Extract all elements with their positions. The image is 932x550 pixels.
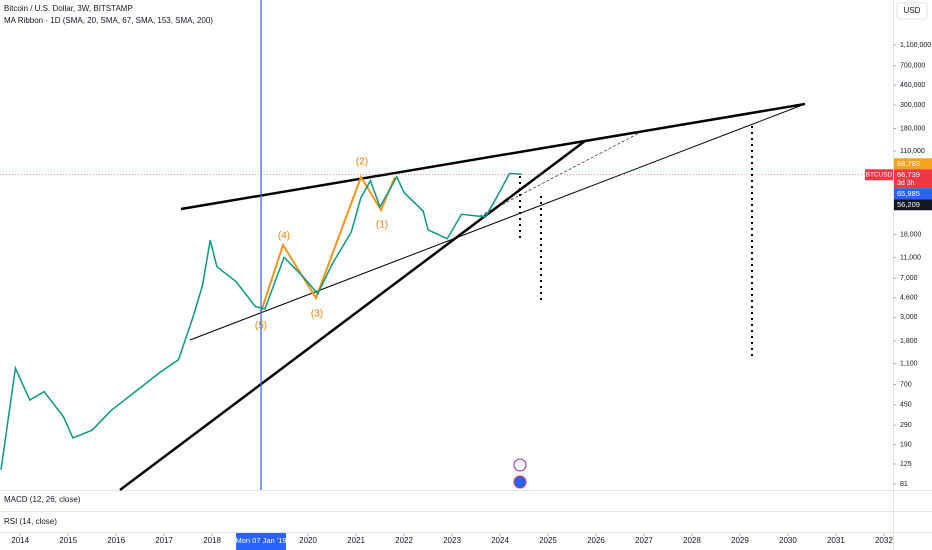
wave-label: (4) xyxy=(278,231,290,242)
x-tick-label: 2016 xyxy=(107,536,125,545)
y-tick-label: 190 xyxy=(900,442,912,449)
x-tick-label: 2029 xyxy=(731,536,749,545)
wave-label: (2) xyxy=(356,157,368,168)
symbol-label: BTCUSD xyxy=(866,171,893,178)
symbol-tag xyxy=(865,169,893,181)
y-tick-label: 300,000 xyxy=(900,102,925,109)
y-tick-label: 11,000 xyxy=(900,254,921,261)
trend-line xyxy=(180,139,586,211)
y-tick-label: 460,000 xyxy=(900,82,925,89)
y-tick-label: 3,000 xyxy=(900,314,918,321)
price-tag xyxy=(894,169,932,189)
price-tag-label: 66,739 xyxy=(897,170,920,179)
event-icon[interactable] xyxy=(513,458,527,472)
x-tick-label: 2023 xyxy=(443,536,461,545)
price-tag-label: 68,783 xyxy=(897,159,920,168)
y-tick-label: 700 xyxy=(900,381,912,388)
x-tick-label: 2028 xyxy=(683,536,701,545)
price-tag-label: 65,985 xyxy=(897,189,920,198)
x-tick-label: 2030 xyxy=(779,536,797,545)
x-tick-label: 2031 xyxy=(827,536,845,545)
x-tick-label: 2025 xyxy=(539,536,557,545)
y-tick-label: 18,000 xyxy=(900,232,922,239)
drawings: (2) (4) (1) (3) (5) xyxy=(119,102,806,491)
y-tick-label: 1,100,000 xyxy=(900,42,931,49)
chart-title: Bitcoin / U.S. Dollar, 3W, BITSTAMP xyxy=(4,4,133,13)
x-tick-label: 2032 xyxy=(875,536,893,545)
crosshair-label: Mon 07 Jan '19 xyxy=(236,536,287,545)
pane-title: MACD (12, 26, close) xyxy=(4,495,81,504)
price-tag xyxy=(894,188,932,200)
price-tag xyxy=(894,158,932,170)
y-tick-label: 1,100 xyxy=(900,361,918,368)
wave-line xyxy=(260,174,396,313)
y-tick-label: 7,000 xyxy=(900,275,918,282)
y-tick-label: 125 xyxy=(900,461,912,468)
price-tag xyxy=(894,199,932,211)
y-tick-label: 110,000 xyxy=(900,148,925,155)
y-tick-label: 81 xyxy=(900,481,908,488)
currency-button[interactable] xyxy=(896,2,928,20)
dashed-line xyxy=(479,129,646,217)
indicator-legend: MA Ribbon · 1D (SMA, 20, SMA, 67, SMA, 1… xyxy=(4,16,213,25)
x-tick-label: 2018 xyxy=(203,536,221,545)
y-tick-label: 180,000 xyxy=(900,125,925,132)
x-tick-label: 2022 xyxy=(395,536,413,545)
x-tick-label: 2021 xyxy=(347,536,365,545)
wave-label: (1) xyxy=(376,220,388,231)
y-tick-label: 700,000 xyxy=(900,63,925,70)
x-tick-label: 2020 xyxy=(299,536,317,545)
countdown: 3d 3h xyxy=(897,180,915,187)
x-tick-label: 2027 xyxy=(635,536,653,545)
y-tick-label: 450 xyxy=(900,402,912,409)
wave-label: (3) xyxy=(311,309,323,320)
trend-line xyxy=(119,140,586,491)
price-line xyxy=(0,172,522,471)
currency: USD xyxy=(904,6,921,15)
y-tick-label: 290 xyxy=(900,422,912,429)
trend-line xyxy=(584,102,806,143)
crosshair-label-bg xyxy=(236,533,287,550)
event-icon[interactable] xyxy=(513,475,527,489)
x-tick-label: 2014 xyxy=(11,536,29,545)
price-tag-label: 56,209 xyxy=(897,200,920,209)
pane-title: RSI (14, close) xyxy=(4,517,57,526)
y-tick-label: 4,600 xyxy=(900,295,918,302)
trend-line xyxy=(189,103,806,341)
x-tick-label: 2024 xyxy=(491,536,509,545)
x-tick-label: 2026 xyxy=(587,536,605,545)
y-tick-label: 1,800 xyxy=(900,338,918,345)
x-tick-label: 2017 xyxy=(155,536,173,545)
x-tick-label: 2015 xyxy=(59,536,77,545)
